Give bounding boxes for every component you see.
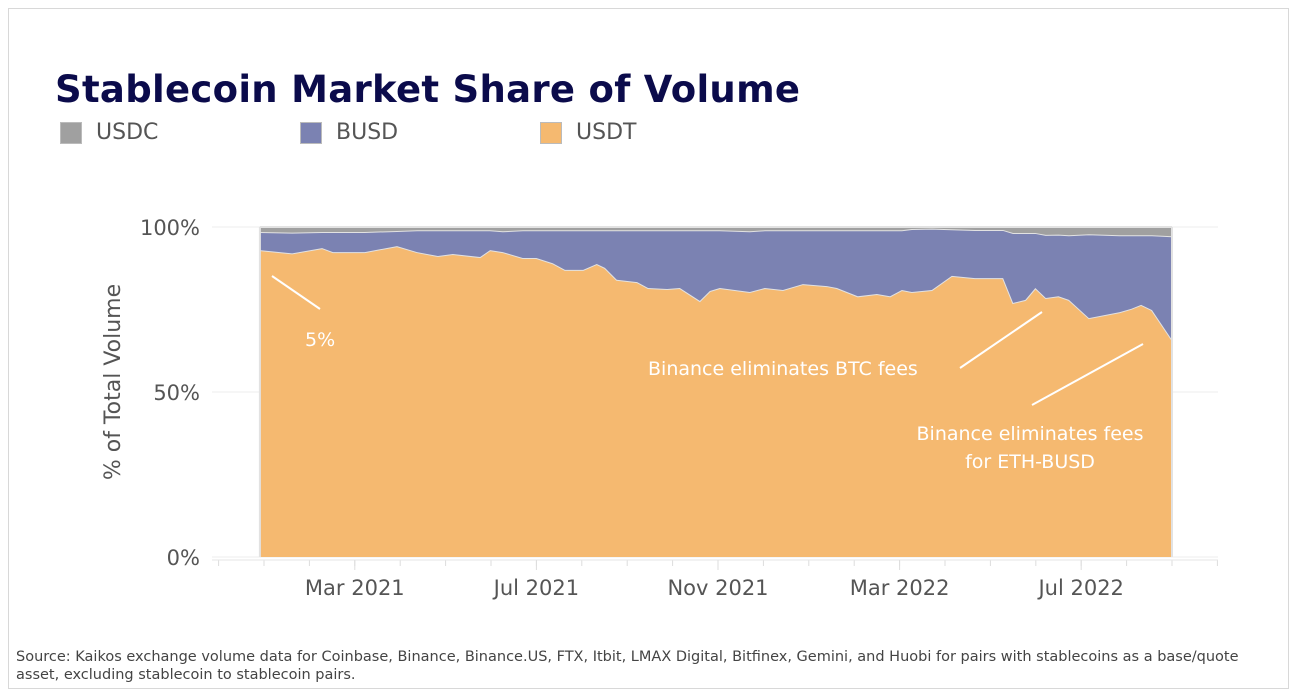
x-tick-label: Mar 2021 xyxy=(305,576,405,600)
area-usdc xyxy=(259,227,1172,237)
area-usdt xyxy=(259,246,1172,557)
legend-item-usdc[interactable]: USDC xyxy=(60,120,300,145)
source-note: Source: Kaikos exchange volume data for … xyxy=(16,649,1239,683)
y-tick-label: 50% xyxy=(153,381,200,405)
chart-title: Stablecoin Market Share of Volume xyxy=(55,68,801,111)
annotation-line xyxy=(1031,343,1144,406)
annotation-eth-busd: Binance eliminates fees xyxy=(917,423,1144,445)
legend-swatch-busd xyxy=(300,121,322,144)
area-busd xyxy=(259,228,1172,340)
x-tick-label: Nov 2021 xyxy=(667,576,768,600)
x-tick-label: Jul 2021 xyxy=(492,576,579,600)
annotation-eth-busd-line2: for ETH-BUSD xyxy=(965,451,1095,473)
annotation-line xyxy=(271,275,321,310)
legend-label: USDT xyxy=(576,120,637,145)
y-axis-label: % of Total Volume xyxy=(101,284,126,480)
legend-swatch-usdc xyxy=(60,121,82,144)
annotation-btc-fees: Binance eliminates BTC fees xyxy=(648,358,918,380)
legend: USDC BUSD USDT xyxy=(60,120,780,145)
legend-item-busd[interactable]: BUSD xyxy=(300,120,540,145)
legend-label: USDC xyxy=(96,120,159,145)
legend-label: BUSD xyxy=(336,120,399,145)
y-tick-label: 0% xyxy=(167,546,200,570)
y-tick-label: 100% xyxy=(140,216,200,240)
annotation-5pct: 5% xyxy=(305,329,335,351)
x-tick-label: Jul 2022 xyxy=(1036,576,1123,600)
legend-item-usdt[interactable]: USDT xyxy=(540,120,780,145)
annotation-line xyxy=(959,311,1043,369)
legend-swatch-usdt xyxy=(540,121,562,144)
chart-frame xyxy=(8,8,1289,689)
x-tick-label: Mar 2022 xyxy=(850,576,950,600)
